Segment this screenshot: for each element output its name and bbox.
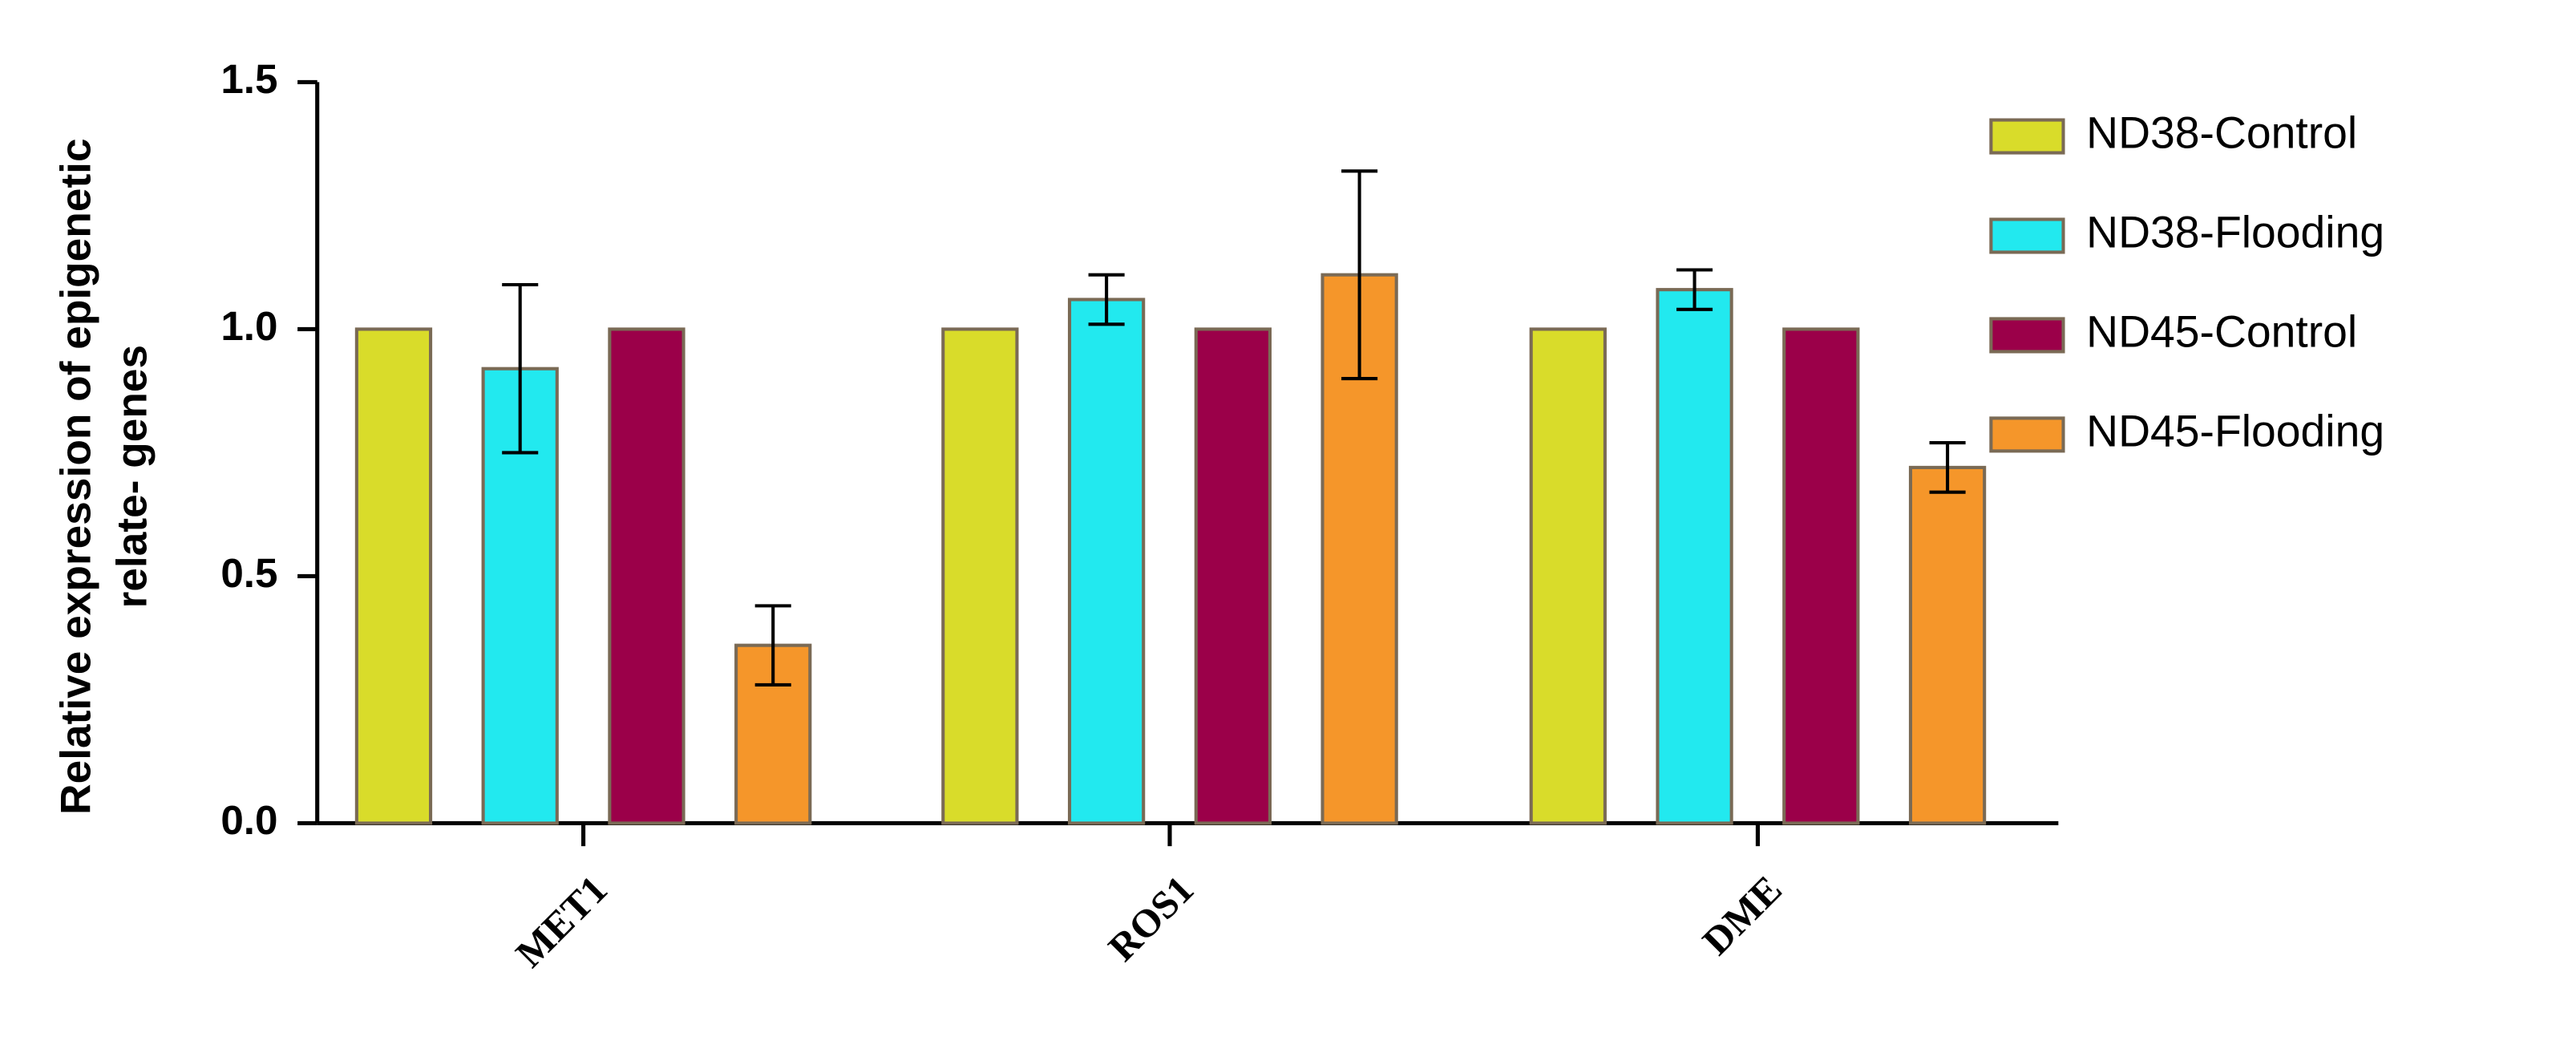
bar [354,327,433,825]
y-axis-label: Relative expression of epigenetic [53,138,100,814]
bar [1908,465,1987,825]
y-axis-label: relate- genes [108,345,156,609]
error-bar [754,604,791,687]
bar [1656,288,1733,825]
error-bar [1088,273,1125,326]
legend-label: ND45-Control [2086,307,2357,357]
error-bar [1341,169,1378,381]
x-tick-label: ROS1 [1100,867,1203,970]
error-bar [502,282,539,455]
legend-swatch [1989,416,2065,453]
bar [1067,298,1146,825]
y-tick-label: 0.0 [220,797,277,843]
x-tick-label: DME [1694,867,1790,963]
legend-swatch [1989,317,2065,354]
bar [1529,327,1607,825]
y-tick-label: 1.5 [220,56,277,102]
bar [1782,327,1860,825]
error-bar [1676,268,1713,311]
bar [1194,327,1272,825]
error-bar [1929,441,1966,494]
bar [608,327,685,825]
legend-label: ND45-Flooding [2086,407,2384,456]
y-tick-label: 0.5 [220,550,277,596]
bar [941,327,1019,825]
legend-swatch [1989,217,2065,254]
legend-label: ND38-Control [2086,108,2357,158]
y-tick-label: 1.0 [220,303,277,349]
legend-swatch [1989,118,2065,155]
x-tick-label: MET1 [507,867,615,975]
legend-label: ND38-Flooding [2086,208,2384,257]
